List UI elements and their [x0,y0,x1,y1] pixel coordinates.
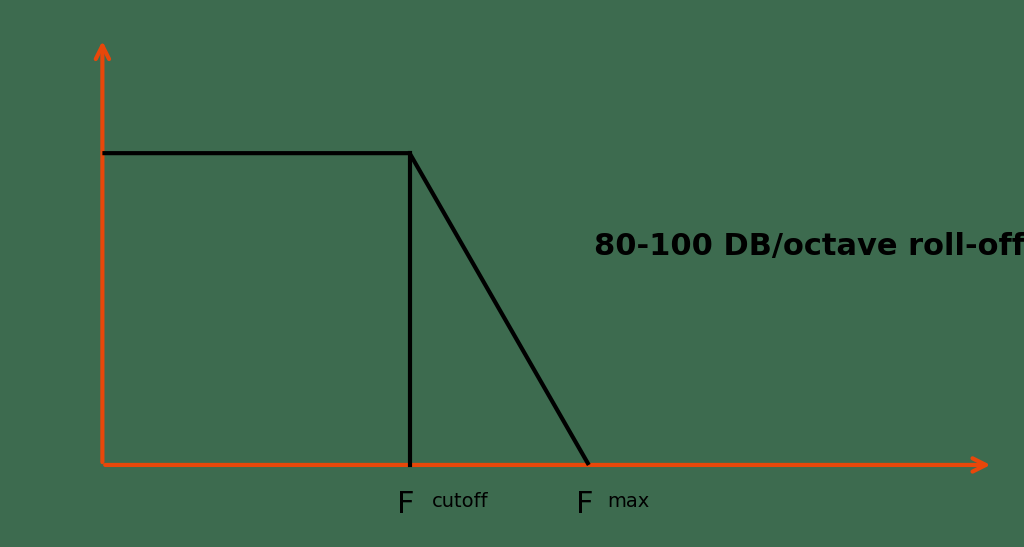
FancyArrowPatch shape [95,46,110,462]
Text: max: max [607,492,649,511]
FancyArrowPatch shape [105,458,986,472]
Text: $\mathregular{F}$: $\mathregular{F}$ [395,490,414,519]
Text: 80-100 DB/octave roll-off: 80-100 DB/octave roll-off [594,231,1024,261]
Text: cutoff: cutoff [432,492,488,511]
Text: $\mathregular{F}$: $\mathregular{F}$ [574,490,593,519]
